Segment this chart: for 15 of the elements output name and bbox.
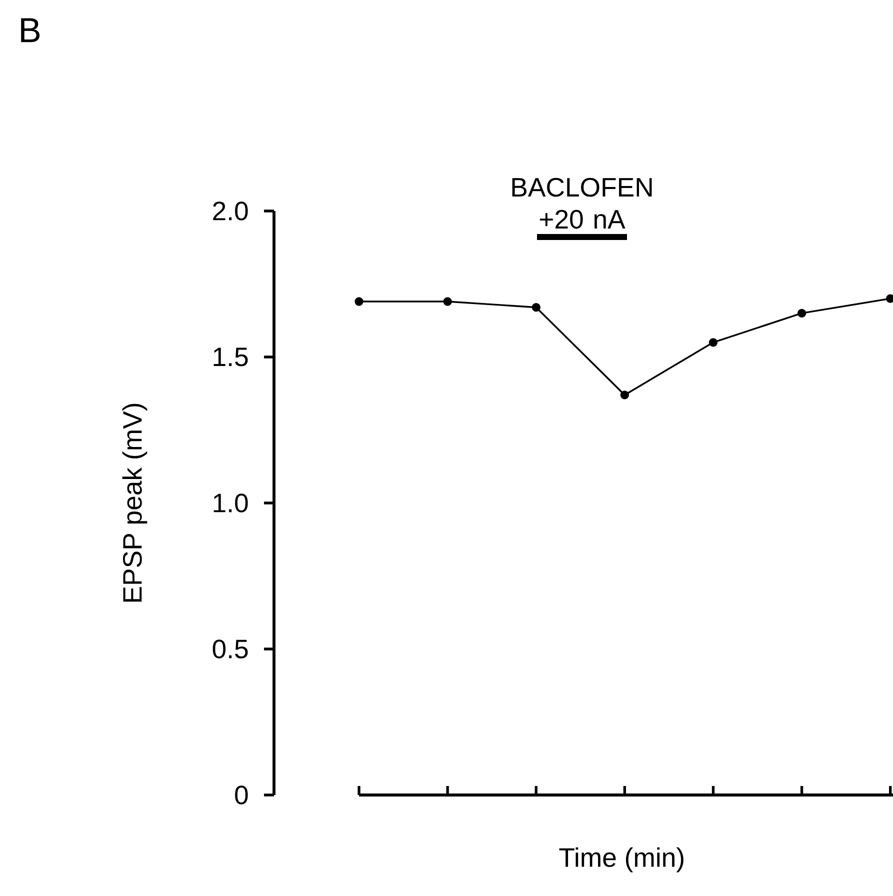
y-tick-label: 0.5 [212, 640, 248, 658]
x-axis-title: Time (min) [559, 847, 684, 872]
point [443, 297, 452, 306]
point [354, 297, 364, 306]
y-tick-label: 0 [235, 786, 248, 804]
y-tick-label: 1.0 [214, 494, 248, 512]
annotation: BACLOFEN +20 nA [512, 178, 652, 229]
point [797, 308, 806, 318]
point [620, 390, 630, 400]
point [532, 303, 540, 312]
point [708, 338, 718, 347]
y-tick-label: 2.0 [213, 202, 248, 220]
y-tick-label: 1.5 [214, 348, 248, 366]
text: B [21, 18, 40, 42]
y-axis-title: EPSP peak (mV) [122, 404, 148, 602]
